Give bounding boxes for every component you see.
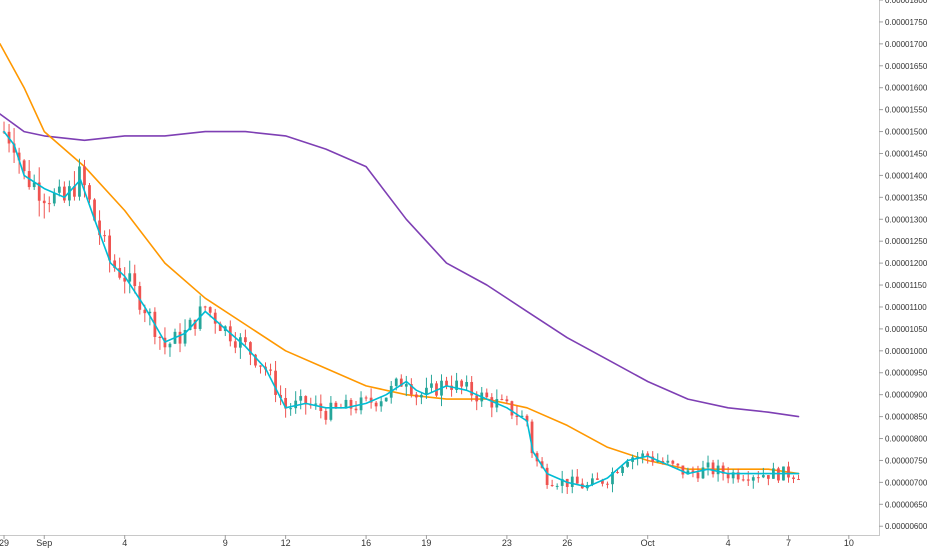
y-tick: 0.00001550 — [879, 106, 928, 115]
y-tick-label: 0.00001500 — [885, 128, 928, 137]
y-tick-label: 0.00000750 — [885, 456, 928, 465]
y-tick-label: 0.00001600 — [885, 84, 928, 93]
x-tick-label: 4 — [122, 538, 127, 548]
y-tick-label: 0.00001000 — [885, 347, 928, 356]
y-tick: 0.00001150 — [879, 281, 927, 290]
y-tick: 0.00001700 — [879, 40, 928, 49]
y-tick-label: 0.00000950 — [885, 369, 928, 378]
y-tick-label: 0.00001450 — [885, 149, 928, 158]
y-tick-label: 0.00000850 — [885, 413, 928, 422]
y-tick: 0.00000750 — [879, 456, 928, 465]
y-tick-label: 0.00001650 — [885, 62, 928, 71]
y-tick: 0.00001000 — [879, 347, 928, 356]
y-tick-label: 0.00001550 — [885, 106, 928, 115]
x-tick-label: Sep — [36, 538, 52, 548]
x-tick-label: 16 — [361, 538, 371, 548]
y-tick-label: 0.00001750 — [885, 18, 928, 27]
x-tick-label: 23 — [502, 538, 512, 548]
y-tick: 0.00000850 — [879, 413, 928, 422]
y-tick: 0.00001200 — [879, 259, 928, 268]
y-tick: 0.00001600 — [879, 84, 928, 93]
y-tick: 0.00001500 — [879, 128, 928, 137]
y-tick: 0.00001050 — [879, 325, 928, 334]
y-tick: 0.00000800 — [879, 435, 928, 444]
x-tick-label: 7 — [786, 538, 791, 548]
y-tick: 0.00000600 — [879, 522, 928, 531]
y-tick: 0.00000950 — [879, 369, 928, 378]
x-tick-label: 29 — [0, 538, 9, 548]
y-tick: 0.00001300 — [879, 215, 928, 224]
y-tick: 0.00001800 — [879, 0, 928, 5]
y-tick: 0.00000900 — [879, 391, 928, 400]
y-tick: 0.00001750 — [879, 18, 928, 27]
y-tick-label: 0.00001250 — [885, 237, 928, 246]
y-tick-label: 0.00001050 — [885, 325, 928, 334]
x-tick-label: 12 — [281, 538, 291, 548]
y-tick: 0.00000700 — [879, 478, 928, 487]
x-tick-label: Oct — [641, 538, 656, 548]
candle — [385, 397, 388, 402]
y-tick-label: 0.00000900 — [885, 391, 928, 400]
y-tick: 0.00001350 — [879, 193, 928, 202]
y-tick-label: 0.00001100 — [885, 303, 927, 312]
y-tick-label: 0.00001800 — [885, 0, 928, 5]
y-tick-label: 0.00001400 — [885, 171, 928, 180]
y-tick-label: 0.00001700 — [885, 40, 928, 49]
y-tick-label: 0.00000800 — [885, 435, 928, 444]
x-tick-label: 4 — [726, 538, 731, 548]
y-tick-label: 0.00000650 — [885, 500, 928, 509]
y-tick: 0.00001650 — [879, 62, 928, 71]
y-tick: 0.00000650 — [879, 500, 928, 509]
y-tick-label: 0.00001200 — [885, 259, 928, 268]
x-tick-label: 9 — [223, 538, 228, 548]
x-tick-label: 26 — [562, 538, 572, 548]
y-tick-label: 0.00001300 — [885, 215, 928, 224]
y-tick-label: 0.00001350 — [885, 193, 928, 202]
y-tick-label: 0.00001150 — [885, 281, 927, 290]
y-tick: 0.00001100 — [879, 303, 927, 312]
y-tick: 0.00001450 — [879, 149, 928, 158]
y-tick-label: 0.00000600 — [885, 522, 928, 531]
y-tick-label: 0.00000700 — [885, 478, 928, 487]
y-tick: 0.00001400 — [879, 171, 928, 180]
y-tick: 0.00001250 — [879, 237, 928, 246]
x-tick-label: 19 — [421, 538, 431, 548]
x-tick-label: 10 — [844, 538, 854, 548]
